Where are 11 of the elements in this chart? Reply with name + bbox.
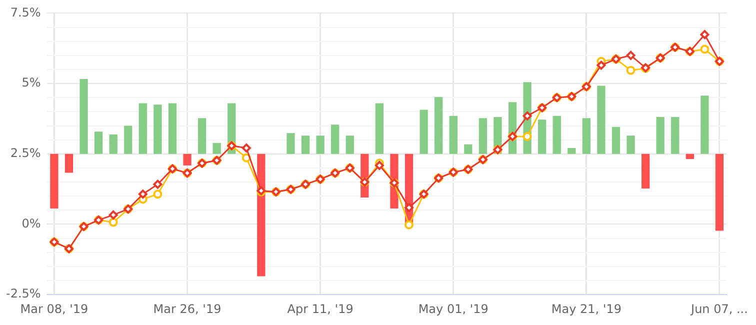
- y-tick-label: 5%: [22, 76, 41, 90]
- y-tick-label: 7.5%: [10, 5, 41, 20]
- x-tick-label: May 21, '19: [551, 302, 622, 316]
- y-tick-label: 0%: [22, 216, 41, 230]
- y-tick-label: 2.5%: [10, 146, 41, 160]
- x-tick-label: Jun 07, ...: [690, 302, 748, 316]
- x-tick-label: May 01, '19: [418, 302, 488, 316]
- y-tick-label: -2.5%: [6, 286, 41, 301]
- x-tick-label: Apr 11, '19: [287, 302, 354, 316]
- x-tick-label: Mar 26, '19: [153, 302, 222, 316]
- x-tick-label: Mar 08, '19: [20, 302, 88, 316]
